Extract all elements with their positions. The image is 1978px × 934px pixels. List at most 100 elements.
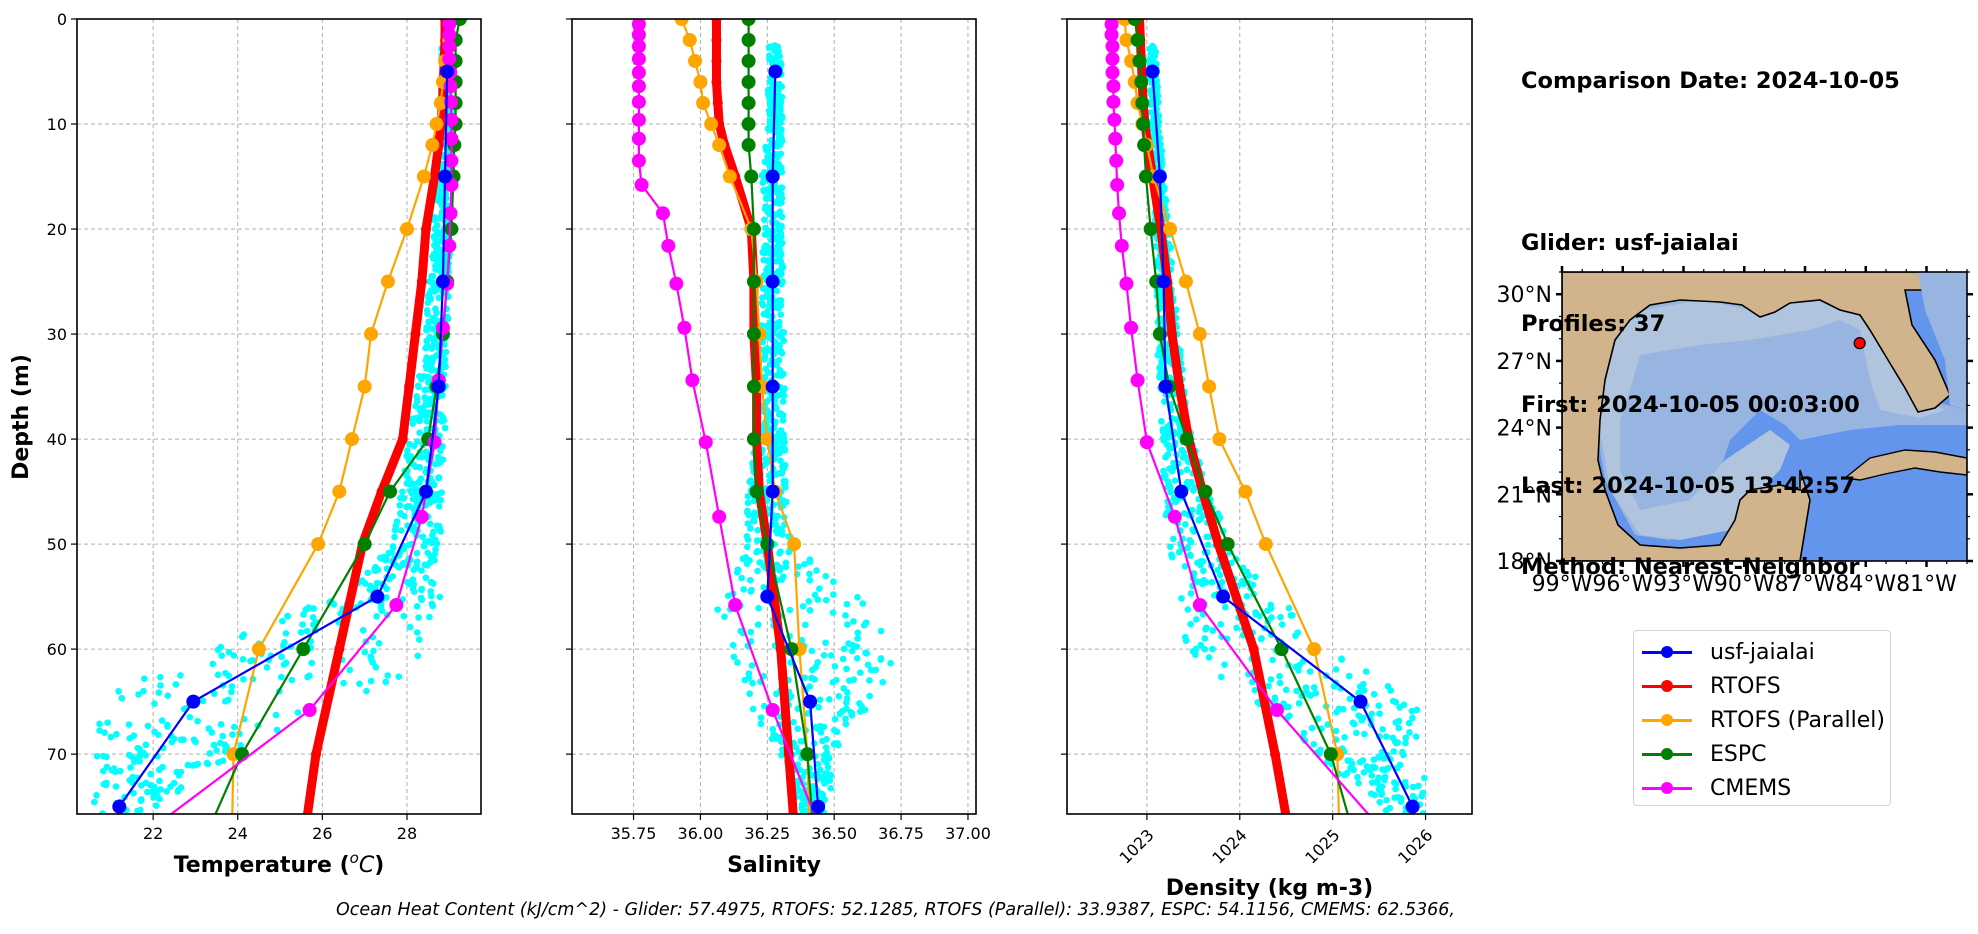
data-point: [383, 484, 398, 499]
data-point: [419, 484, 434, 499]
glider-scatter-point: [1401, 778, 1409, 786]
glider-scatter-point: [1267, 676, 1275, 683]
data-point: [364, 327, 379, 342]
glider-scatter-point: [753, 549, 760, 556]
glider-scatter-point: [1269, 656, 1276, 664]
data-point: [443, 79, 458, 94]
glider-scatter-point: [750, 497, 758, 505]
glider-scatter-point: [867, 666, 875, 674]
legend-item: ESPC: [1634, 737, 1890, 771]
glider-scatter-point: [1180, 449, 1188, 457]
glider-scatter-point: [1267, 604, 1275, 612]
glider-scatter-point: [778, 280, 785, 288]
glider-scatter-point: [760, 256, 768, 264]
data-point: [1124, 320, 1139, 335]
glider-scatter-point: [125, 721, 133, 728]
glider-scatter-point: [282, 630, 290, 637]
glider-scatter-point: [104, 719, 111, 726]
glider-scatter-point: [866, 677, 873, 684]
glider-scatter-point: [211, 690, 218, 697]
glider-scatter-point: [1378, 783, 1386, 790]
glider-scatter-point: [158, 717, 166, 724]
glider-scatter-point: [1400, 701, 1408, 709]
glider-scatter-point: [422, 574, 430, 582]
glider-scatter-point: [127, 753, 135, 760]
glider-scatter-point: [100, 767, 107, 775]
glider-scatter-point: [432, 266, 440, 273]
x-tick-label: 36.25: [744, 824, 790, 843]
series-usf-jaialai: [1145, 64, 1420, 814]
density-panel: 1023 1024 1025 1026 Density (kg m-3): [1061, 18, 1473, 901]
data-point: [1136, 117, 1151, 132]
data-point: [631, 153, 646, 168]
glider-scatter-point: [818, 794, 826, 801]
glider-scatter-point: [284, 612, 292, 620]
x-tick-label: 1023: [1115, 825, 1157, 867]
data-point: [416, 169, 431, 184]
map-cuba: [1843, 449, 1967, 481]
data-point: [1114, 238, 1129, 253]
glider-scatter-point: [774, 220, 781, 228]
glider-scatter-point: [405, 475, 412, 483]
glider-scatter-point: [1310, 740, 1318, 748]
glider-scatter-point: [1167, 488, 1174, 496]
glider-scatter-point: [775, 429, 783, 437]
data-point: [1105, 65, 1120, 80]
glider-scatter-point: [126, 735, 134, 742]
glider-scatter-point: [418, 567, 425, 574]
axes-frame: [76, 18, 482, 815]
glider-scatter-point: [805, 598, 813, 605]
glider-scatter-point: [184, 761, 192, 769]
glider-scatter-point: [231, 723, 238, 731]
glider-scatter-point: [1373, 778, 1381, 785]
glider-scatter-point: [1148, 57, 1156, 64]
glider-scatter-point: [1409, 783, 1417, 791]
glider-scatter-point: [1175, 548, 1183, 556]
glider-scatter-point: [1221, 603, 1229, 611]
glider-scatter-point: [140, 687, 147, 695]
glider-scatter-point: [831, 663, 839, 670]
glider-scatter-point: [1168, 551, 1175, 559]
glider-scatter-point: [777, 311, 785, 318]
data-point: [631, 131, 646, 146]
glider-scatter-point: [861, 706, 869, 714]
glider-scatter-point: [1195, 516, 1202, 524]
lat-tick-label: 21°N: [1497, 483, 1552, 508]
glider-scatter-point: [170, 735, 178, 742]
glider-scatter-point: [425, 318, 432, 326]
data-point: [711, 77, 722, 88]
ohc-text: Ocean Heat Content (kJ/cm^2) - Glider: 5…: [336, 900, 1455, 920]
glider-scatter-point: [157, 786, 164, 793]
glider-scatter-point: [223, 743, 230, 751]
glider-scatter-point: [96, 720, 103, 728]
x-tick-label: 1025: [1301, 825, 1343, 867]
x-tick-label: 36.00: [678, 824, 724, 843]
glider-scatter-point: [229, 731, 236, 738]
glider-scatter-point: [416, 429, 423, 436]
data-point: [741, 138, 756, 153]
data-point: [765, 703, 780, 718]
glider-scatter-point: [424, 361, 432, 369]
glider-scatter-point: [230, 652, 238, 659]
glider-scatter-point: [785, 548, 793, 556]
glider-scatter-point: [1214, 566, 1221, 574]
glider-scatter-point: [433, 228, 441, 235]
glider-scatter-point: [1382, 807, 1390, 814]
glider-scatter-point: [1370, 756, 1378, 763]
glider-scatter-point: [420, 542, 428, 550]
data-point: [435, 320, 450, 335]
glider-scatter-point: [1419, 810, 1427, 814]
glider-scatter-point: [842, 720, 850, 728]
data-point: [1289, 854, 1299, 864]
data-point: [302, 703, 317, 718]
glider-scatter-point: [819, 737, 826, 745]
ocean-heat-content-footer: Ocean Heat Content (kJ/cm^2) - Glider: 5…: [0, 900, 1568, 920]
glider-scatter-point: [434, 222, 441, 229]
glider-scatter-point: [816, 585, 823, 592]
glider-scatter-point: [263, 664, 271, 671]
glider-scatter-point: [1341, 734, 1348, 741]
map-ticks: 30°N 27°N 24°N 21°N 18°N99°W 96°W 93°W 90°W 87°W…: [1497, 266, 1973, 597]
glider-scatter-point: [424, 299, 432, 306]
glider-scatter-point: [774, 268, 782, 275]
glider-scatter-point: [435, 294, 443, 302]
